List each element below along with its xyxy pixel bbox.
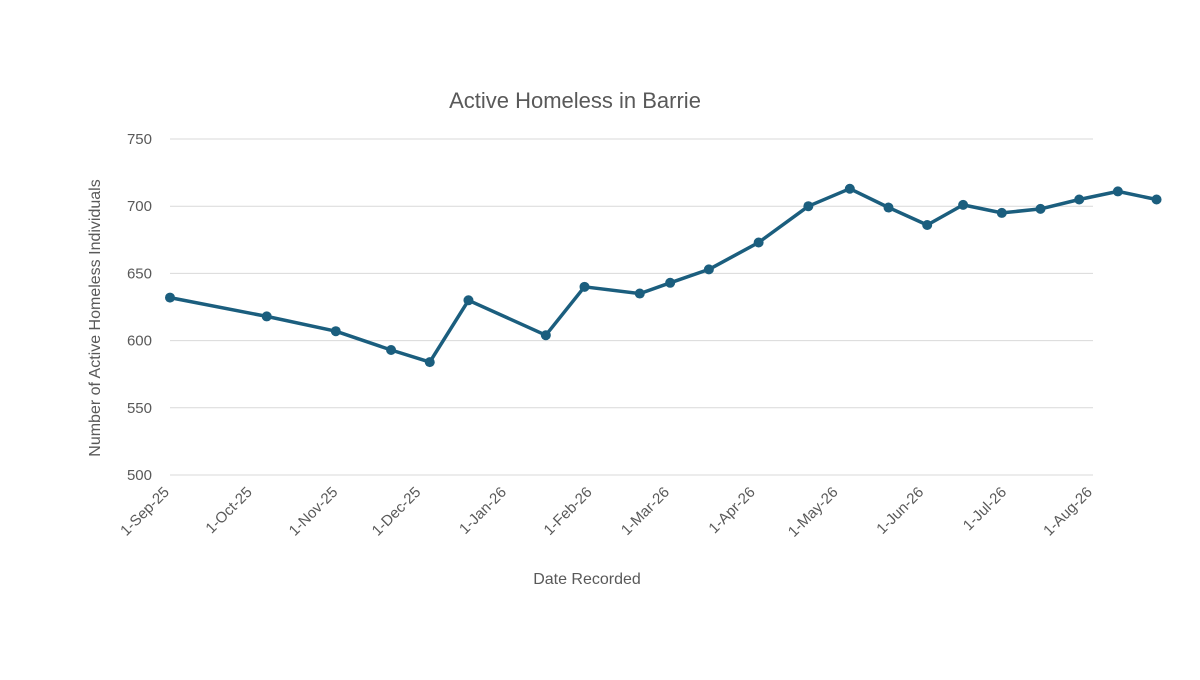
data-point [330,326,341,337]
series-line [168,186,1159,364]
data-point [386,345,397,356]
y-tick-label: 650 [127,265,152,282]
x-tick-label: 1-Jun-26 [873,484,927,538]
y-tick-label: 700 [127,198,152,215]
data-point [803,201,814,212]
x-tick-label: 1-Jan-26 [456,484,510,538]
x-tick-label: 1-Dec-25 [369,484,425,540]
data-point [1074,194,1085,205]
x-tick-label: 1-Nov-25 [286,484,342,540]
gridlines [170,138,1093,476]
y-axis-title: Number of Active Homeless Individuals [87,179,104,456]
x-tick-label: 1-May-26 [785,484,842,541]
series-layer [165,183,1162,368]
data-point [165,292,175,303]
data-point [463,295,474,306]
y-tick-label: 600 [127,333,152,350]
x-tick-label: 1-Mar-26 [618,484,673,539]
data-point [922,220,933,231]
data-point [540,330,551,341]
x-tick-label: 1-Feb-26 [541,484,596,539]
y-axis-ticks: 500 550 600 650 700 750 [127,131,152,484]
y-tick-label: 550 [127,400,152,417]
data-point [1112,186,1123,197]
data-point [424,357,435,368]
data-point [579,281,590,292]
data-point [703,264,714,275]
data-point [844,183,855,194]
data-point [634,288,645,299]
x-tick-label: 1-Apr-26 [705,484,758,537]
x-tick-label: 1-Aug-26 [1040,484,1096,540]
data-point [996,207,1007,218]
data-point [261,311,272,322]
data-point [753,237,764,248]
data-point [958,199,969,210]
x-tick-label: 1-Sep-25 [117,484,173,540]
data-point [1035,203,1046,214]
data-point [665,277,676,288]
data-point [1151,194,1162,205]
x-tick-label: 1-Jul-26 [960,484,1010,534]
x-axis-ticks: 1-Sep-25 1-Oct-25 1-Nov-25 1-Dec-25 1-Jan-26… [117,484,1096,541]
chart-title: Active Homeless in Barrie [449,88,701,113]
data-point [883,202,894,213]
x-axis-title: Date Recorded [533,571,641,588]
y-tick-label: 500 [127,467,152,484]
x-tick-label: 1-Oct-25 [202,484,255,537]
y-tick-label: 750 [127,131,152,148]
